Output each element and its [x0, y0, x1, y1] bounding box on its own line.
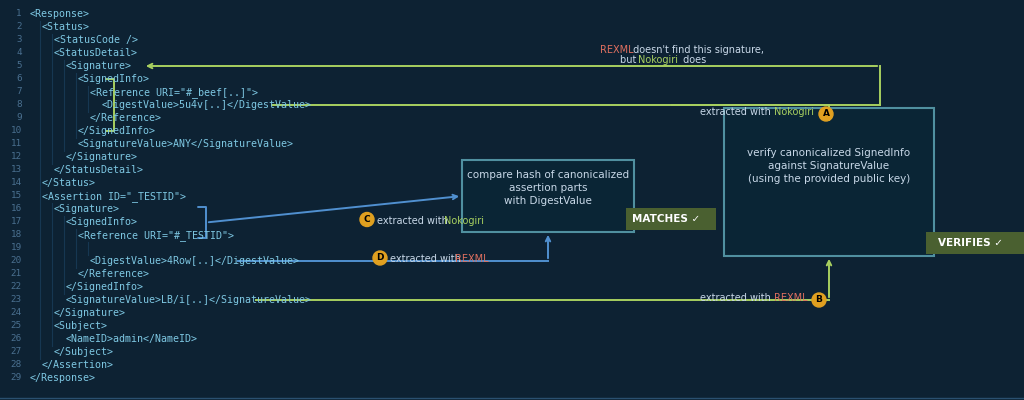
Text: REXML: REXML	[600, 45, 634, 55]
Text: compare hash of canonicalized: compare hash of canonicalized	[467, 170, 629, 180]
Text: MATCHES ✓: MATCHES ✓	[632, 214, 700, 224]
Text: </Signature>: </Signature>	[66, 152, 138, 162]
Text: doesn't find this signature,: doesn't find this signature,	[630, 45, 764, 55]
FancyBboxPatch shape	[926, 232, 1024, 254]
Text: <StatusDetail>: <StatusDetail>	[54, 48, 138, 58]
Text: extracted with: extracted with	[390, 254, 464, 264]
Text: REXML: REXML	[774, 293, 808, 303]
Text: with DigestValue: with DigestValue	[504, 196, 592, 206]
Text: </Response>: </Response>	[30, 373, 96, 383]
Text: 8: 8	[16, 100, 22, 109]
Text: <SignatureValue>LB/i[..]</SignatureValue>: <SignatureValue>LB/i[..]</SignatureValue…	[66, 295, 312, 305]
Text: 22: 22	[10, 282, 22, 291]
Text: 5: 5	[16, 61, 22, 70]
Text: 3: 3	[16, 35, 22, 44]
Text: 16: 16	[10, 204, 22, 213]
Text: <Status>: <Status>	[42, 22, 90, 32]
Text: <NameID>admin</NameID>: <NameID>admin</NameID>	[66, 334, 198, 344]
Text: </Reference>: </Reference>	[78, 269, 150, 279]
Text: 12: 12	[10, 152, 22, 161]
Text: Nokogiri: Nokogiri	[638, 55, 678, 65]
Circle shape	[360, 212, 374, 226]
Text: A: A	[822, 110, 829, 118]
FancyBboxPatch shape	[626, 208, 716, 230]
Text: </Subject>: </Subject>	[54, 347, 114, 357]
Text: </Reference>: </Reference>	[90, 113, 162, 123]
Text: 15: 15	[10, 191, 22, 200]
Text: 24: 24	[10, 308, 22, 317]
FancyBboxPatch shape	[724, 108, 934, 256]
Text: 19: 19	[10, 243, 22, 252]
Circle shape	[819, 107, 833, 121]
Text: </SignedInfo>: </SignedInfo>	[66, 282, 144, 292]
Text: verify canonicalized SignedInfo: verify canonicalized SignedInfo	[748, 148, 910, 158]
Text: </SignedInfo>: </SignedInfo>	[78, 126, 156, 136]
Text: <Assertion ID="_TESTID">: <Assertion ID="_TESTID">	[42, 191, 186, 202]
Circle shape	[373, 251, 387, 265]
Text: 7: 7	[16, 87, 22, 96]
Text: does: does	[680, 55, 707, 65]
Text: <DigestValue>5u4v[..]</DigestValue>: <DigestValue>5u4v[..]</DigestValue>	[102, 100, 312, 110]
Text: <Signature>: <Signature>	[54, 204, 120, 214]
Text: 21: 21	[10, 269, 22, 278]
Text: B: B	[815, 296, 822, 304]
Text: <SignedInfo>: <SignedInfo>	[66, 217, 138, 227]
Text: 14: 14	[10, 178, 22, 187]
Text: 13: 13	[10, 165, 22, 174]
Text: assertion parts: assertion parts	[509, 183, 587, 193]
Text: 17: 17	[10, 217, 22, 226]
Text: (using the provided public key): (using the provided public key)	[748, 174, 910, 184]
Text: <Signature>: <Signature>	[66, 61, 132, 71]
Text: <SignatureValue>ANY</SignatureValue>: <SignatureValue>ANY</SignatureValue>	[78, 139, 294, 149]
Text: 10: 10	[10, 126, 22, 135]
Text: </Assertion>: </Assertion>	[42, 360, 114, 370]
Text: <StatusCode />: <StatusCode />	[54, 35, 138, 45]
Text: </Signature>: </Signature>	[54, 308, 126, 318]
Text: 4: 4	[16, 48, 22, 57]
Text: 6: 6	[16, 74, 22, 83]
Text: </StatusDetail>: </StatusDetail>	[54, 165, 144, 175]
Text: VERIFIES ✓: VERIFIES ✓	[939, 238, 1004, 248]
Text: 27: 27	[10, 347, 22, 356]
Circle shape	[812, 293, 826, 307]
Text: 23: 23	[10, 295, 22, 304]
Text: extracted with: extracted with	[377, 216, 451, 226]
Text: extracted with: extracted with	[700, 107, 774, 117]
FancyBboxPatch shape	[462, 160, 634, 232]
Text: <Reference URI="#_TESTID">: <Reference URI="#_TESTID">	[78, 230, 234, 241]
Text: <DigestValue>4Row[..]</DigestValue>: <DigestValue>4Row[..]</DigestValue>	[90, 256, 300, 266]
Text: <Subject>: <Subject>	[54, 321, 108, 331]
Text: against SignatureValue: against SignatureValue	[768, 161, 890, 171]
Text: 29: 29	[10, 373, 22, 382]
Text: REXML: REXML	[455, 254, 488, 264]
Text: C: C	[364, 215, 371, 224]
Text: but: but	[620, 55, 640, 65]
Text: D: D	[376, 254, 384, 262]
Text: <SignedInfo>: <SignedInfo>	[78, 74, 150, 84]
Text: </Status>: </Status>	[42, 178, 96, 188]
Text: 26: 26	[10, 334, 22, 343]
Text: <Response>: <Response>	[30, 9, 90, 19]
Text: <Reference URI="#_beef[..]">: <Reference URI="#_beef[..]">	[90, 87, 258, 98]
Text: 28: 28	[10, 360, 22, 369]
Text: 9: 9	[16, 113, 22, 122]
Text: extracted with: extracted with	[700, 293, 774, 303]
Text: 20: 20	[10, 256, 22, 265]
Text: 18: 18	[10, 230, 22, 239]
Text: Nokogiri: Nokogiri	[774, 107, 814, 117]
Text: 11: 11	[10, 139, 22, 148]
Text: 1: 1	[16, 9, 22, 18]
Text: Nokogiri: Nokogiri	[444, 216, 484, 226]
Text: 2: 2	[16, 22, 22, 31]
Text: 25: 25	[10, 321, 22, 330]
